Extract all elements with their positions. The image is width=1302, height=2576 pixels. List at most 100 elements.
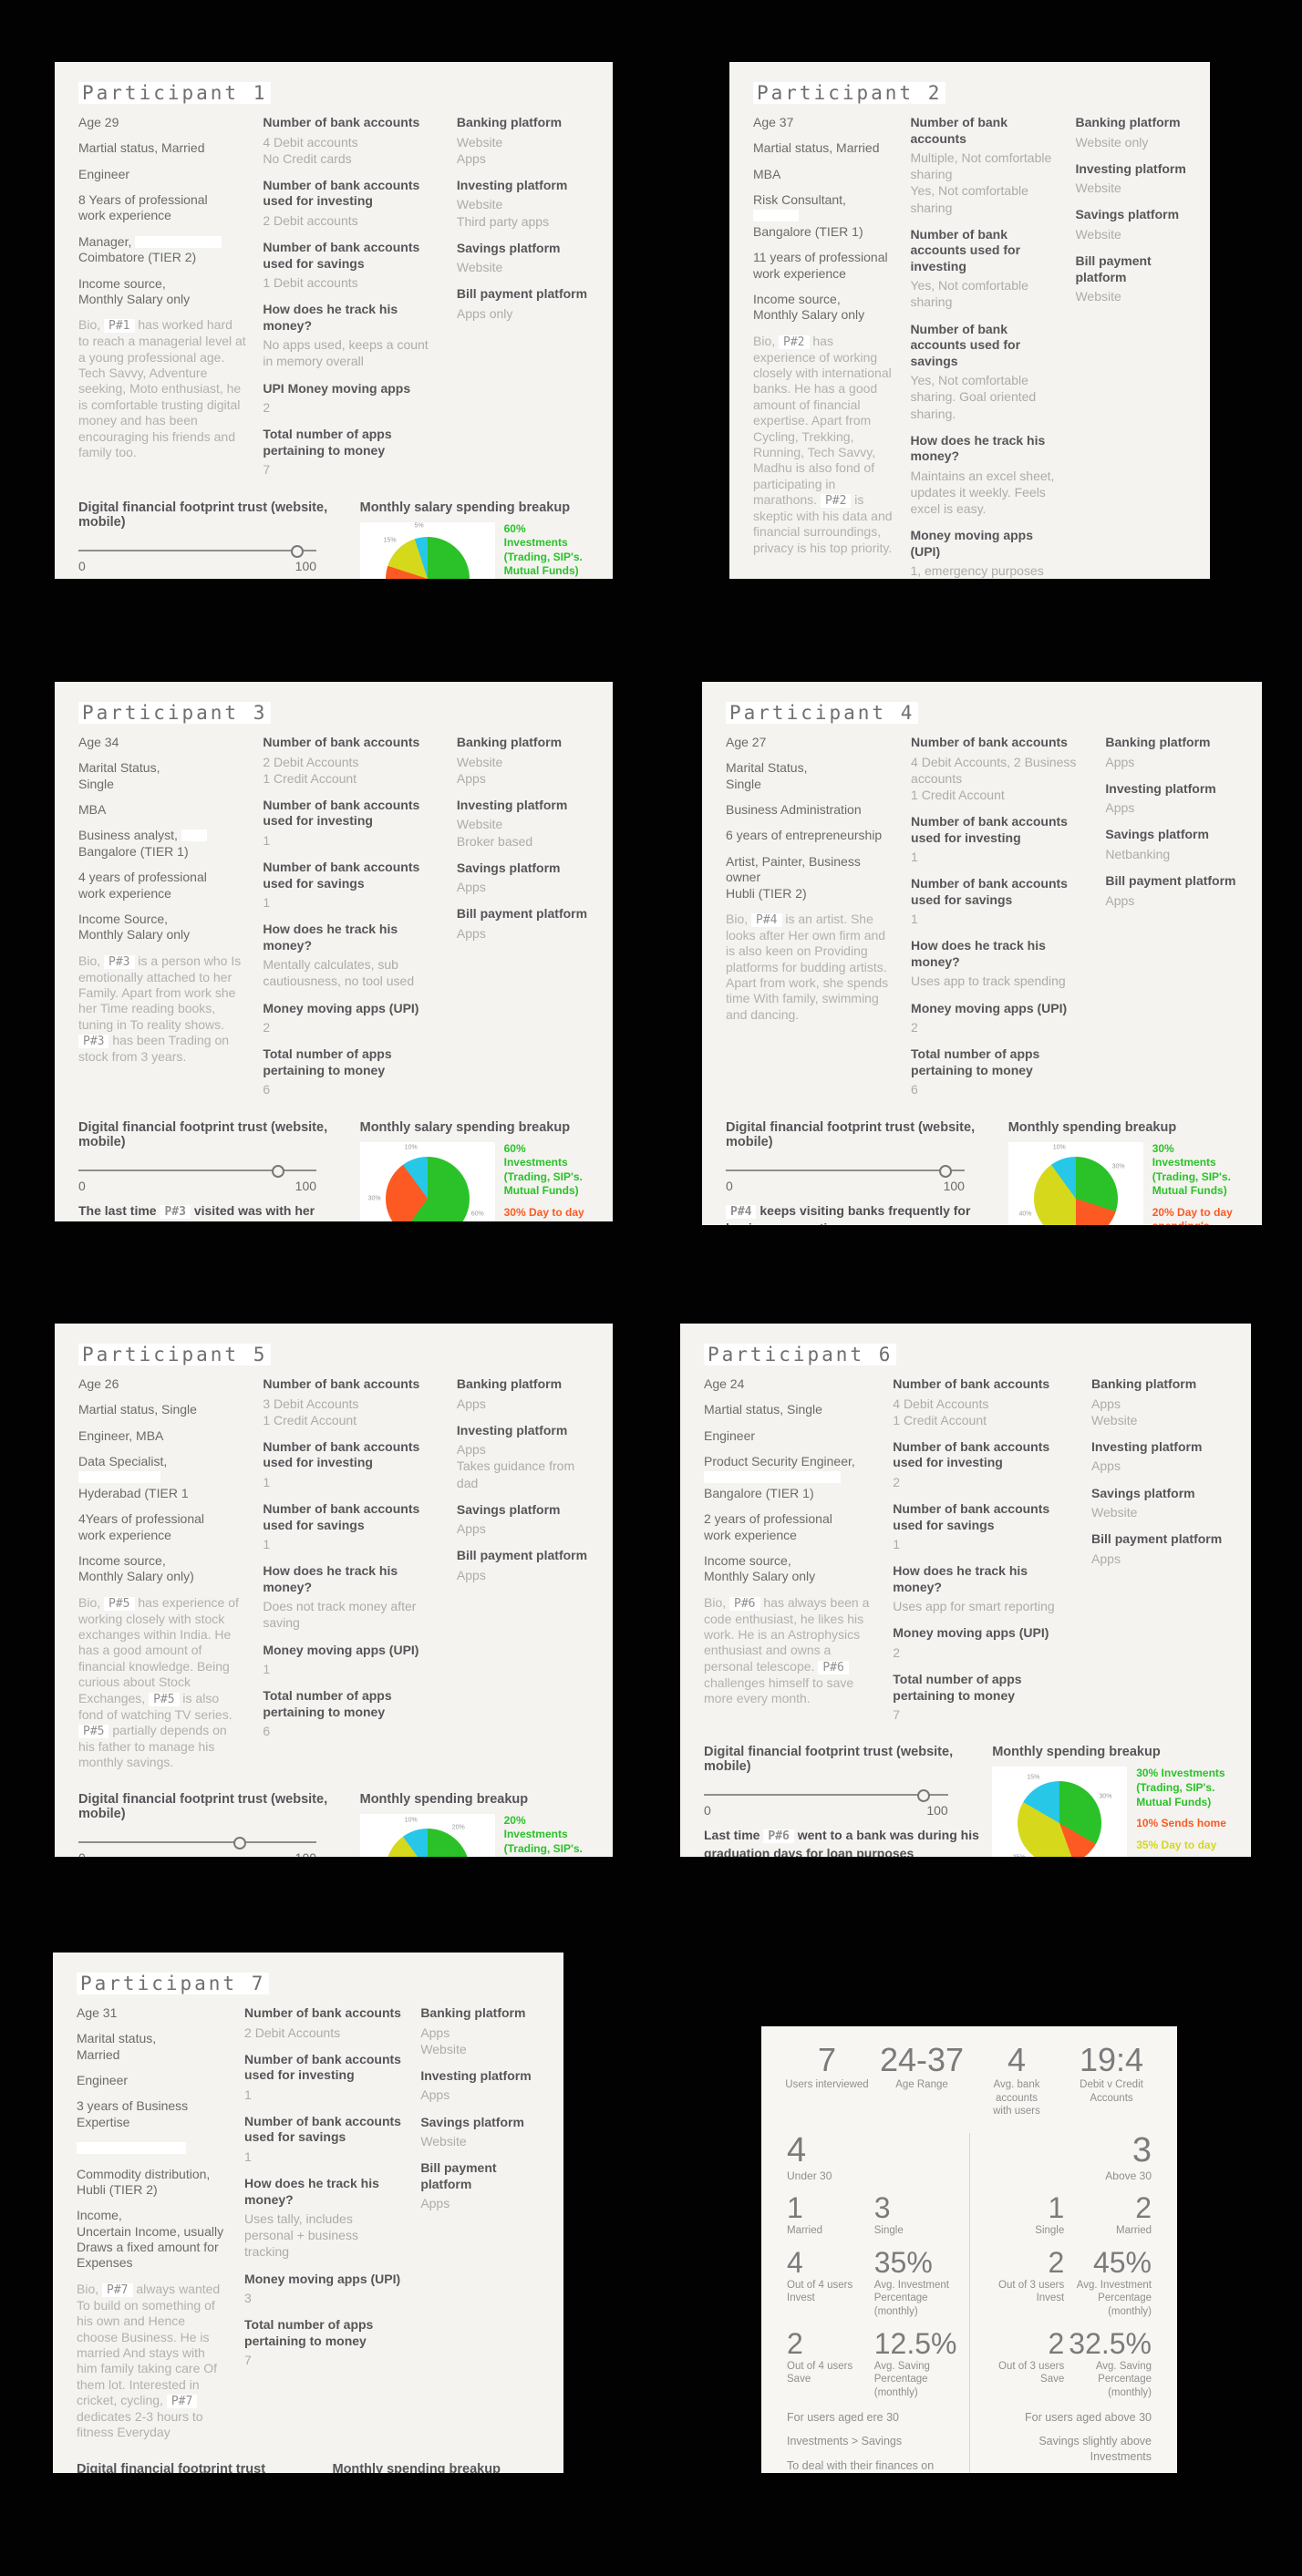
slider-track[interactable] (704, 1794, 948, 1797)
slider-track[interactable] (726, 1169, 965, 1171)
account-info-value: 1 (893, 1537, 901, 1552)
profile-line: 3 years of Business Expertise (77, 2098, 189, 2129)
participant-card-6: Participant 6 Age 24 Martial status, Sing… (680, 1324, 1251, 1857)
profile-line: Engineer, MBA (78, 1427, 164, 1443)
account-info-heading: Number of bank accounts used for investi… (893, 1438, 1050, 1470)
account-info: Total number of apps pertaining to money… (893, 1672, 1075, 1723)
account-info-heading: Money moving apps (UPI) (910, 528, 1034, 559)
profile-column: Age 26 Martial status, Single Engineer, MB… (78, 1376, 246, 1781)
participant-id-chip: P#6 (763, 1829, 794, 1844)
account-info: Number of bank accounts 4 Debit accounts … (263, 115, 440, 167)
slider-thumb-icon[interactable] (916, 1789, 930, 1803)
profile-line: Age 27 (726, 735, 767, 749)
participant-title: Participant 6 (704, 1344, 897, 1365)
account-info-value: Yes, Not comfortable sharing (910, 278, 1028, 310)
platform-info-value: Apps (1091, 1458, 1121, 1474)
summary-pair-left-label: Single (1035, 2224, 1065, 2236)
slider-thumb-icon[interactable] (233, 1836, 247, 1850)
trust-slider[interactable] (78, 1164, 317, 1178)
slider-thumb-icon[interactable] (939, 1164, 952, 1178)
platform-info-value: Apps (1105, 754, 1135, 769)
trust-slider[interactable] (78, 544, 317, 558)
platform-info: Savings platform Website (457, 241, 589, 276)
platform-info: Banking platform Apps Website (420, 2005, 540, 2057)
platform-info-value: Apps (1105, 800, 1135, 816)
trust-slider-label: Digital financial footprint trust (websi… (78, 500, 328, 530)
slider-track[interactable] (78, 1840, 317, 1843)
profile-line: Age 37 (753, 115, 794, 129)
account-info-heading: Number of bank accounts used for savings (911, 876, 1068, 907)
account-info-value: Uses tally, includes personal + business… (244, 2211, 358, 2260)
platform-info: Investing platform Apps (420, 2068, 540, 2104)
account-info-value: 3 (244, 2291, 252, 2306)
account-info-value: 3 Debit Accounts 1 Credit Account (263, 1396, 359, 1427)
account-info: Number of bank accounts 2 Debit Accounts (244, 2005, 404, 2041)
pie-icon (385, 1828, 470, 1857)
platform-info-value: Apps (420, 2087, 450, 2103)
profile-line: Commodity distribution, Hubli (TIER 2) (77, 2166, 211, 2197)
slider-scale: 0 100 (704, 1803, 948, 1818)
summary-pair-right: 45% Avg. Investment Percentage (monthly) (1064, 2248, 1152, 2318)
platform-info: Investing platform Website (1075, 161, 1186, 197)
pie-legend-entry: 30% Investments (Trading, SIP's. Mutual … (1152, 1141, 1231, 1198)
account-info: Number of bank accounts used for savings… (244, 2114, 404, 2165)
account-info-heading: Number of bank accounts used for investi… (911, 814, 1068, 845)
pie-icon (385, 536, 470, 579)
summary-pair-left-label: Married (787, 2224, 822, 2236)
slider-max-label: 100 (294, 558, 317, 573)
summary-pair-left-number: 1 (1048, 2190, 1065, 2224)
account-info-value: 4 Debit accounts No Credit cards (263, 134, 358, 166)
participant-id-chip: P#3 (104, 954, 135, 969)
slider-track[interactable] (78, 1169, 317, 1171)
accounts-column: Number of bank accounts 4 Debit Accounts,… (911, 735, 1089, 1109)
profile-line: Martial status, Married (78, 140, 205, 156)
platform-info-value: Apps Website (1091, 1396, 1138, 1427)
profile-line: MBA (78, 802, 107, 818)
account-info: How does he track his money? Maintains an… (910, 433, 1059, 518)
slider-track[interactable] (78, 549, 317, 551)
account-info: Number of bank accounts 2 Debit Accounts … (263, 735, 440, 787)
platform-info-value: Netbanking (1105, 846, 1171, 861)
summary-pair-row: 2 Out of 4 users Save 12.5% Avg. Saving Per… (787, 2329, 962, 2399)
summary-column-right: 3 Above 30 1 Single 2 Married 2 Out of 3 users … (970, 2133, 1160, 2473)
platform-info-heading: Banking platform (456, 115, 563, 129)
account-info: How does he track his money? Uses app to … (911, 938, 1089, 989)
platform-info: Savings platform Website (1091, 1486, 1227, 1521)
profile-line: 2 years of professional work experience (704, 1511, 832, 1542)
account-info-heading: Total number of apps pertaining to money (263, 1046, 392, 1077)
platform-info-heading: Investing platform (1091, 1438, 1203, 1454)
spending-section: Monthly spending breakup 30%10%35%15% 30… (992, 1745, 1227, 1857)
profile-line (77, 2140, 228, 2156)
platform-info-heading: Banking platform (456, 1376, 563, 1391)
account-info-heading: Number of bank accounts (911, 735, 1068, 749)
summary-pair-right: 12.5% Avg. Saving Percentage (monthly) (874, 2329, 962, 2399)
slider-thumb-icon[interactable] (272, 1164, 285, 1178)
accounts-column: Number of bank accounts 4 Debit accounts … (263, 115, 440, 489)
slider-max-label: 100 (926, 1803, 948, 1819)
account-info: Number of bank accounts used for investi… (910, 227, 1059, 311)
participant-id-chip: P#6 (729, 1596, 760, 1611)
trust-slider[interactable] (78, 1836, 317, 1850)
profile-line: 8 Years of professional work experience (78, 192, 208, 223)
platform-info-value: Apps (1105, 892, 1135, 908)
platform-info: Banking platform Apps (1105, 735, 1238, 770)
pie-chart: 30%10%35%15% (992, 1767, 1128, 1857)
slider-thumb-icon[interactable] (291, 544, 305, 558)
trust-slider[interactable] (704, 1788, 948, 1803)
participant-bio: Bio, P#1 has worked hard to reach a mana… (78, 317, 246, 459)
accounts-column: Number of bank accounts Multiple, Not com… (910, 115, 1059, 579)
account-info: Number of bank accounts used for investi… (244, 2052, 404, 2103)
pie-slice-percent-label: 5% (414, 522, 424, 530)
platforms-column: Banking platform Website only Investing pl… (1075, 115, 1186, 579)
redacted-text (78, 1471, 160, 1484)
participant-id-chip: P#3 (160, 1204, 191, 1219)
trust-slider[interactable] (726, 1164, 965, 1178)
profile-line: Age 24 (704, 1376, 745, 1391)
account-info-heading: Money moving apps (UPI) (263, 1000, 419, 1015)
profile-column: Age 24 Martial status, Single Engineer Prod… (704, 1376, 876, 1734)
summary-pair-right-number: 45% (1092, 2245, 1152, 2279)
account-info: How does he track his money? Uses tally, … (244, 2176, 404, 2261)
trust-section: Digital financial footprint trust (websi… (704, 1745, 981, 1857)
account-info: Number of bank accounts used for savings… (910, 322, 1059, 422)
account-info-heading: How does he track his money? (893, 1563, 1028, 1594)
